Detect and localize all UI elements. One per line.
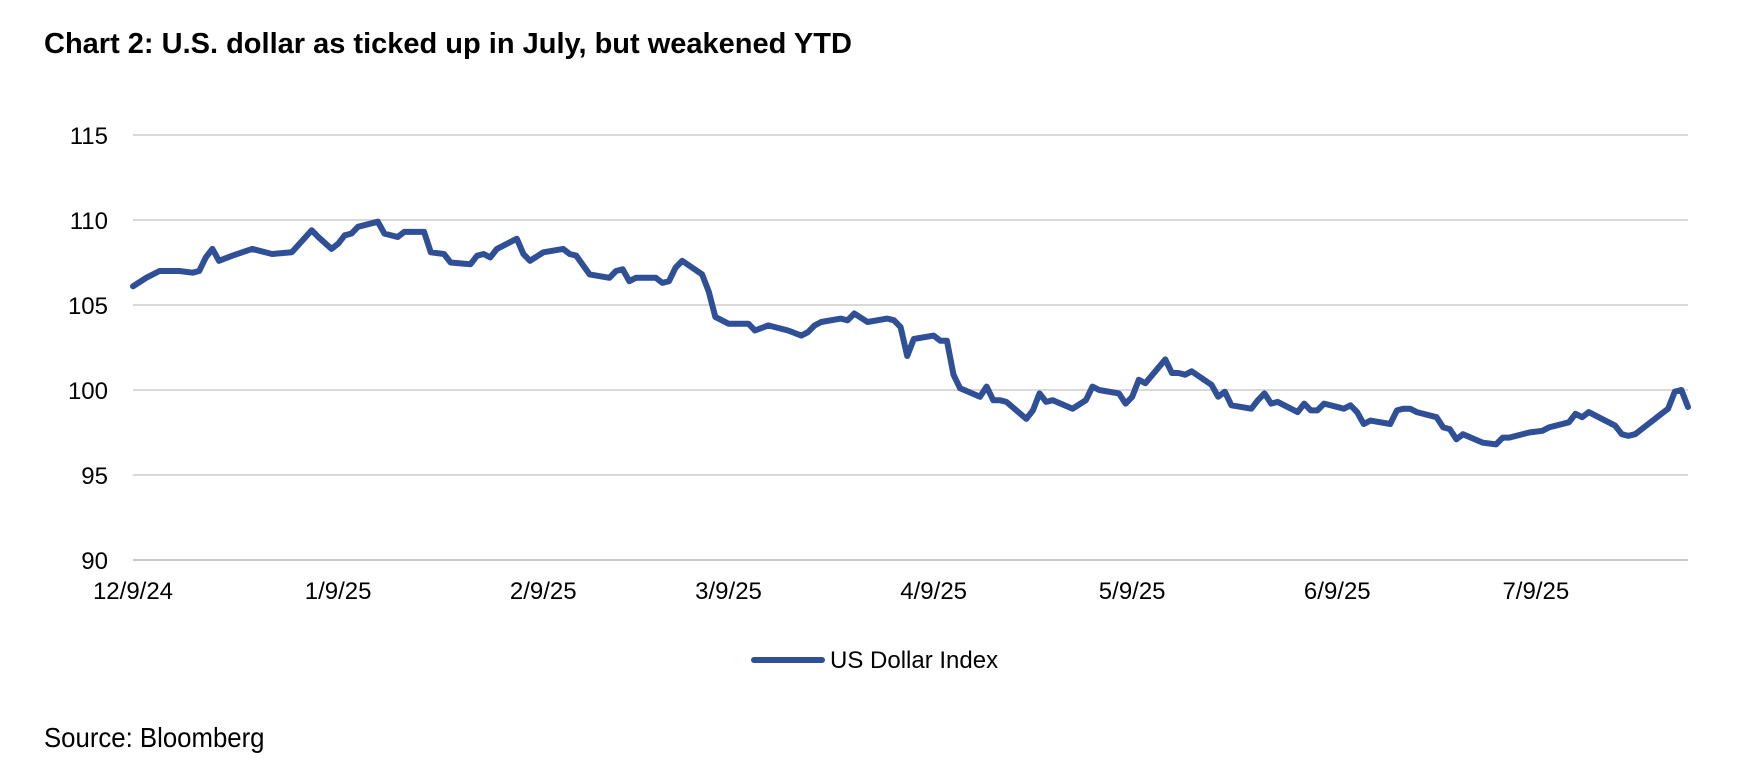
y-tick-label: 95 xyxy=(81,463,108,490)
y-tick-label: 105 xyxy=(68,293,108,320)
gridlines xyxy=(133,134,1688,561)
x-tick-label: 2/9/25 xyxy=(510,578,577,605)
legend-label: US Dollar Index xyxy=(830,647,998,674)
source-note: Source: Bloomberg xyxy=(44,722,265,753)
y-axis-ticks: 90 95 100 105 110 115 xyxy=(68,123,108,575)
x-tick-label: 6/9/25 xyxy=(1304,578,1371,605)
x-tick-label: 5/9/25 xyxy=(1099,578,1166,605)
x-tick-label: 7/9/25 xyxy=(1502,578,1569,605)
chart-title: Chart 2: U.S. dollar as ticked up in Jul… xyxy=(44,28,852,60)
x-tick-label: 1/9/25 xyxy=(305,578,372,605)
y-tick-label: 110 xyxy=(70,208,108,235)
series-line-us-dollar-index xyxy=(130,218,1691,448)
y-tick-label: 100 xyxy=(68,378,108,405)
series-layer xyxy=(130,218,1691,448)
y-tick-label: 115 xyxy=(70,123,108,150)
x-tick-label: 3/9/25 xyxy=(695,578,762,605)
x-tick-label: 4/9/25 xyxy=(900,578,967,605)
x-axis-ticks: 12/9/24 1/9/25 2/9/25 3/9/25 4/9/25 5/9/25 6/9… xyxy=(93,578,1569,605)
x-tick-label: 12/9/24 xyxy=(93,578,173,605)
y-tick-label: 90 xyxy=(81,548,108,575)
legend: US Dollar Index xyxy=(751,647,998,674)
